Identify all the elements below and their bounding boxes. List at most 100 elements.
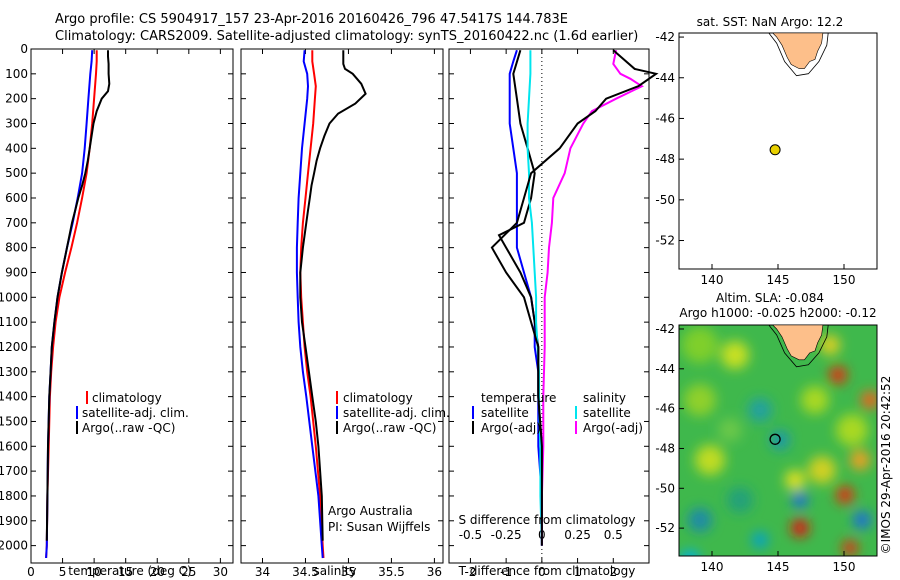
sla-blob xyxy=(850,450,870,470)
salinity-xlabel: salinity xyxy=(313,564,356,578)
sla-blob xyxy=(836,414,868,446)
float-position-marker xyxy=(769,144,781,156)
x-tick-label: 15 xyxy=(118,565,133,579)
sla-blob xyxy=(808,456,836,484)
x-tick-label: 34 xyxy=(255,565,270,579)
legend-heading-temperature: temperature xyxy=(481,391,556,405)
y-tick-label: 100 xyxy=(5,67,28,81)
y-tick-label: 800 xyxy=(5,241,28,255)
tasmania-landmass xyxy=(771,324,824,361)
contour-line xyxy=(768,32,829,77)
tasmania-landmass xyxy=(771,32,824,69)
sst-map: 140 145 150 -42 -44 -46 -48 -50 -52 xyxy=(655,30,855,287)
institution-annotation: Argo Australia xyxy=(328,504,413,518)
salinity-plot: 34 34.5 35 35.5 36 xyxy=(241,48,443,579)
y-tick-label: 700 xyxy=(5,216,28,230)
sla-blob xyxy=(752,532,768,548)
y-tick-label: 1300 xyxy=(0,365,28,379)
sla-map-title: Altim. SLA: -0.084 xyxy=(716,291,824,305)
x-tick-label: 0 xyxy=(27,565,35,579)
series-line-2 xyxy=(299,50,367,541)
sla-blob xyxy=(727,487,753,513)
y-tick-label: 1600 xyxy=(0,439,28,453)
map-y-tick-label: -44 xyxy=(655,71,675,85)
sla-blob xyxy=(688,508,712,532)
x-tick-label: -1 xyxy=(500,565,512,579)
sla-blob xyxy=(801,386,829,414)
map-y-tick-label: -42 xyxy=(655,30,675,44)
temperature-legend: climatology satellite-adj. clim. Argo(..… xyxy=(76,391,189,435)
legend-label: climatology xyxy=(343,391,413,405)
map-y-tick-label: -46 xyxy=(655,111,675,125)
x-tick-label: 30 xyxy=(213,565,228,579)
sla-blob xyxy=(718,418,742,442)
sla-blob xyxy=(721,341,749,369)
legend-label: Argo(..raw -QC) xyxy=(343,421,436,435)
legend-label: satellite xyxy=(583,406,631,420)
y-tick-label: 1000 xyxy=(0,290,28,304)
sla-blob xyxy=(836,486,854,504)
series-line-1 xyxy=(295,50,324,559)
sst-map-title: sat. SST: NaN Argo: 12.2 xyxy=(697,15,844,29)
x-tick-label: 36 xyxy=(427,565,442,579)
sla-blob xyxy=(684,384,716,416)
temperature-xlabel: temperature (deg C) xyxy=(68,564,191,578)
difference-plot: -2 -1 0 1 2-0.5 -0.25 0 0.25 0.5 xyxy=(449,48,659,579)
legend-label: satellite-adj. clim. xyxy=(343,406,450,420)
y-tick-label: 900 xyxy=(5,265,28,279)
s-tick-label: 0.25 xyxy=(564,528,591,542)
map-y-tick-label: -50 xyxy=(655,193,675,207)
legend-label: Argo(-adj) xyxy=(481,421,541,435)
map-y-tick-label: -44 xyxy=(655,362,675,376)
sla-map: 140 145 150 -42 -44 -46 -48 -50 -52 xyxy=(655,322,855,574)
map-y-tick-label: -46 xyxy=(655,402,675,416)
series-line-2 xyxy=(45,50,111,541)
map-x-tick-label: 145 xyxy=(767,560,790,574)
map-x-tick-label: 150 xyxy=(833,560,856,574)
salinity-panel-frame xyxy=(240,48,444,564)
float-position-marker xyxy=(769,433,781,445)
x-tick-label: 34.5 xyxy=(292,565,319,579)
s-tick-label: -0.5 xyxy=(459,528,482,542)
y-tick-label: 1400 xyxy=(0,390,28,404)
imos-timestamp: ©IMOS 29-Apr-2016 20:42:52 xyxy=(879,376,893,555)
difference-legend: temperature satellite Argo(-adj) salinit… xyxy=(472,391,643,435)
y-tick-label: 1700 xyxy=(0,464,28,478)
y-tick-label: 400 xyxy=(5,141,28,155)
map-x-tick-label: 145 xyxy=(767,273,790,287)
y-tick-label: 1200 xyxy=(0,340,28,354)
diff-line-4 xyxy=(490,49,659,546)
series-line-0 xyxy=(299,50,325,559)
profile-title: Argo profile: CS 5904917_157 23-Apr-2016… xyxy=(55,12,568,27)
sla-blob xyxy=(791,519,809,537)
x-tick-label: 35.5 xyxy=(378,565,405,579)
legend-label: Argo(-adj) xyxy=(583,421,643,435)
s-tick-label: 0.5 xyxy=(604,528,623,542)
x-tick-label: -2 xyxy=(464,565,476,579)
sla-blob xyxy=(680,550,700,556)
y-tick-label: 2000 xyxy=(0,539,28,553)
sla-blob xyxy=(792,492,808,508)
y-tick-label: 1500 xyxy=(0,414,28,428)
map-y-tick-label: -48 xyxy=(655,152,675,166)
difference-xlabel-top: S difference from climatology xyxy=(459,513,636,527)
diff-line-3 xyxy=(540,49,644,546)
legend-heading-salinity: salinity xyxy=(583,391,626,405)
x-tick-label: 0 xyxy=(538,565,546,579)
y-tick-label: 600 xyxy=(5,191,28,205)
x-tick-label: 2 xyxy=(609,565,617,579)
sla-blob xyxy=(861,391,877,409)
y-tick-label: 500 xyxy=(5,166,28,180)
map-x-tick-label: 140 xyxy=(701,273,724,287)
difference-xlabel: T difference from climatology xyxy=(458,564,636,578)
legend-label: satellite xyxy=(481,406,529,420)
sla-blob xyxy=(695,445,725,475)
y-tick-label: 300 xyxy=(5,116,28,130)
x-tick-label: 25 xyxy=(181,565,196,579)
y-tick-label: 1800 xyxy=(0,489,28,503)
x-tick-label: 5 xyxy=(59,565,67,579)
temperature-plot: 0 5 10 15 20 25 300100200300400500600700800900… xyxy=(0,42,233,579)
y-tick-label: 1100 xyxy=(0,315,28,329)
map-y-tick-label: -52 xyxy=(655,521,675,535)
